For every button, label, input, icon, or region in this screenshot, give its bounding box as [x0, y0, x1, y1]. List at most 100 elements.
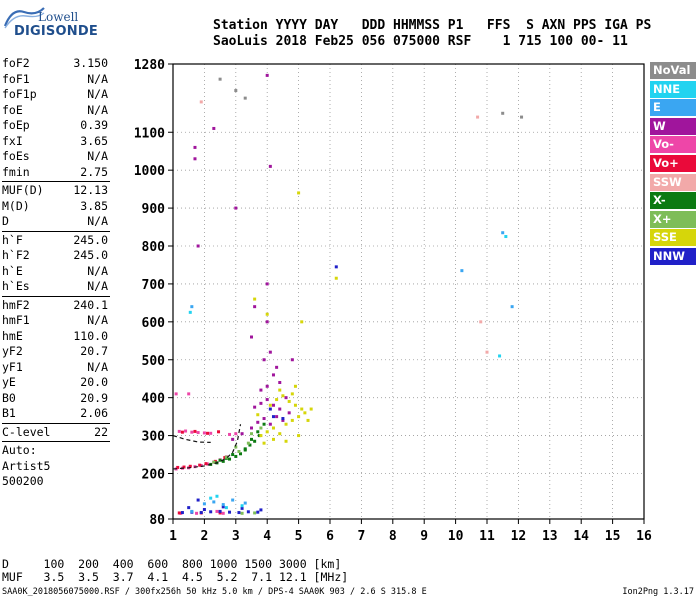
param-value: 0.39: [80, 118, 108, 132]
param-value: N/A: [87, 102, 108, 117]
param-value: 2.75: [80, 164, 108, 179]
y-tick-label: 80: [149, 513, 165, 528]
echo-point: [334, 265, 338, 269]
echo-point: [290, 358, 294, 362]
x-tick-label: 4: [263, 529, 271, 544]
echo-point: [253, 297, 257, 301]
y-tick-label: 1000: [134, 164, 165, 179]
software-version: Ion2Png 1.3.17: [622, 587, 694, 597]
echo-point: [199, 511, 203, 515]
param-name: yF1: [2, 359, 23, 374]
echo-point: [250, 432, 253, 436]
legend-item: X+: [650, 210, 696, 228]
param-row: hmE 110.0: [2, 329, 110, 345]
echo-point: [256, 420, 260, 424]
echo-point: [223, 456, 227, 460]
logo-line2: DIGISONDE: [14, 24, 98, 39]
echo-point: [187, 392, 191, 396]
echo-point: [281, 394, 285, 398]
param-name: h`E: [2, 263, 23, 278]
param-row: foF2 3.150: [2, 56, 110, 72]
echo-point: [262, 417, 266, 421]
y-tick-label: 900: [142, 202, 166, 217]
param-row: B0 20.9: [2, 391, 110, 407]
echo-point: [504, 235, 508, 239]
echo-point: [224, 506, 228, 510]
echo-point: [202, 431, 206, 435]
legend-item: Vo-: [650, 136, 696, 154]
echo-point: [271, 403, 275, 407]
x-tick-label: 9: [420, 529, 428, 544]
x-tick-label: 3: [232, 529, 240, 544]
x-tick-label: 6: [326, 529, 334, 544]
param-value: 245.0: [73, 232, 108, 247]
echo-point: [180, 430, 184, 434]
echo-point: [284, 439, 288, 443]
echo-point: [268, 350, 272, 354]
param-row: yF1 N/A: [2, 360, 110, 376]
param-name: B1: [2, 406, 16, 420]
echo-point: [287, 411, 291, 415]
echo-point: [224, 455, 228, 459]
param-value: 2.06: [80, 406, 108, 420]
param-name: foE: [2, 102, 23, 117]
echo-point: [177, 511, 181, 515]
echo-point: [193, 157, 197, 161]
param-name: foEp: [2, 118, 30, 132]
echo-point: [293, 384, 297, 388]
muf-distance-row: D 100 200 400 600 800 1000 1500 3000 [km…: [2, 557, 342, 571]
param-row: D N/A: [2, 214, 110, 230]
echo-point: [265, 430, 269, 434]
echo-point: [196, 498, 200, 502]
echo-point: [190, 430, 194, 434]
param-name: hmE: [2, 328, 23, 343]
param-row: yE 20.0: [2, 375, 110, 391]
file-status-line: SAA0K_2018056075000.RSF / 300fx256h 50 k…: [2, 587, 427, 597]
param-value: N/A: [87, 313, 108, 327]
echo-point: [250, 437, 253, 441]
f2-trace-line: [172, 424, 242, 470]
plot-frame: [172, 63, 645, 520]
echo-point: [240, 511, 244, 515]
param-divider: [2, 441, 110, 442]
echo-point: [268, 422, 272, 426]
echo-point: [253, 305, 257, 309]
echo-point: [256, 510, 260, 514]
param-name: yE: [2, 375, 16, 389]
echo-point: [297, 191, 301, 195]
param-value: N/A: [87, 149, 108, 163]
muf-table: D 100 200 400 600 800 1000 1500 3000 [km…: [2, 558, 348, 584]
echo-point: [231, 498, 235, 502]
param-name: fmin: [2, 164, 30, 179]
parameter-panel: foF2 3.150 foF1 N/A foF1p N/A foE N/A foEp 0.39 fx…: [2, 56, 110, 490]
echo-point: [476, 115, 480, 119]
param-divider: [2, 295, 110, 297]
param-name: h`Es: [2, 279, 30, 293]
echo-point: [262, 441, 266, 445]
echo-point: [209, 496, 213, 500]
echo-point: [237, 511, 241, 515]
echo-point: [231, 453, 235, 457]
echo-point: [256, 430, 260, 434]
param-row: h`E N/A: [2, 264, 110, 280]
echo-point: [265, 398, 269, 402]
legend-item: SSW: [650, 173, 696, 191]
echo-point: [212, 500, 216, 504]
echo-point: [300, 320, 304, 324]
legend-item: W: [650, 117, 696, 135]
echo-point: [198, 463, 202, 467]
x-tick-label: 13: [542, 529, 558, 544]
echo-point: [212, 126, 216, 130]
echo-point: [218, 458, 222, 462]
param-name: foF1p: [2, 87, 37, 101]
echo-point: [234, 206, 238, 210]
legend-item: SSE: [650, 229, 696, 247]
echo-point: [202, 508, 206, 512]
param-value: N/A: [87, 87, 108, 101]
echo-point: [303, 411, 307, 415]
y-tick-label: 1280: [134, 58, 165, 73]
echo-point: [228, 457, 232, 461]
echo-point: [196, 244, 200, 248]
echo-point: [297, 434, 301, 438]
param-value: 20.7: [80, 344, 108, 358]
